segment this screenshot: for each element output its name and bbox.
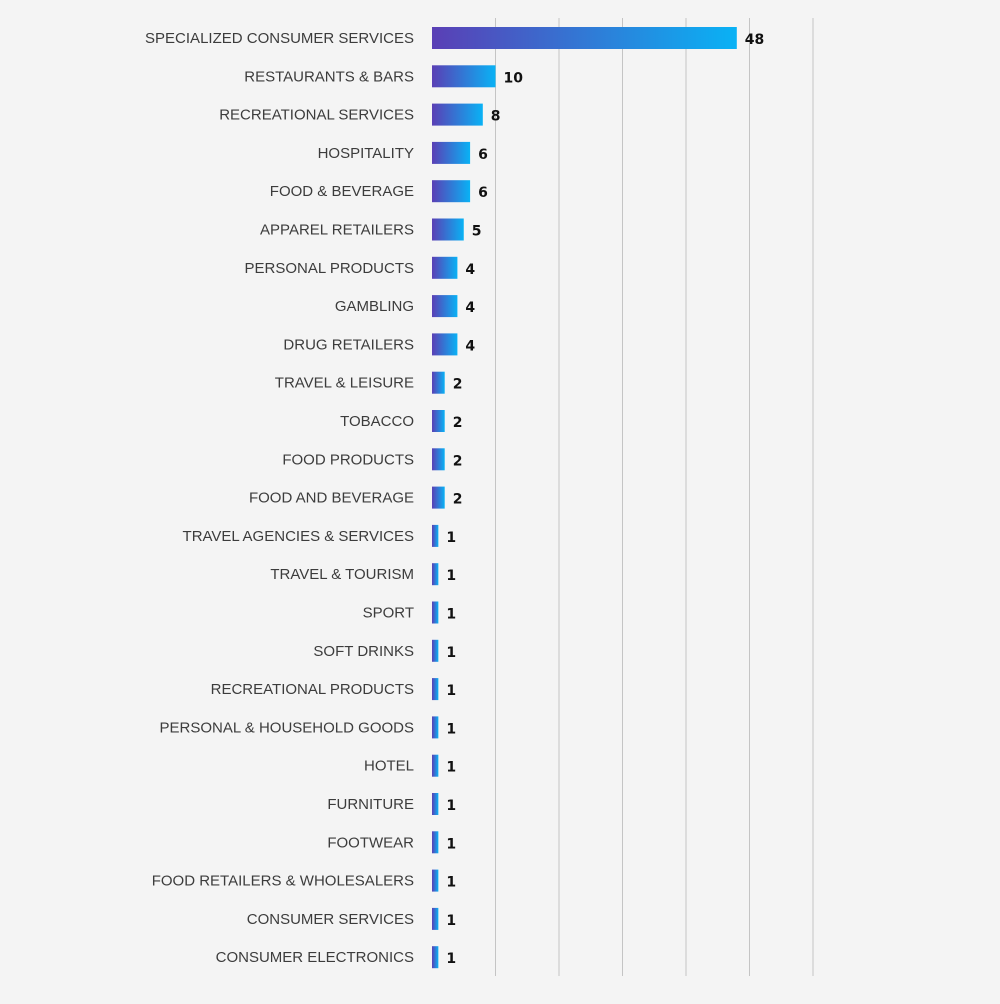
bar-5 xyxy=(432,180,471,203)
category-label: TRAVEL & LEISURE xyxy=(275,375,414,392)
category-label: FOOD AND BEVERAGE xyxy=(249,490,414,507)
value-label: 1 xyxy=(446,836,456,852)
category-label: HOTEL xyxy=(364,758,414,775)
value-label: 2 xyxy=(453,415,463,431)
bar-17 xyxy=(432,639,439,662)
category-label: SPORT xyxy=(363,605,414,622)
value-label: 1 xyxy=(446,913,456,929)
category-label: FURNITURE xyxy=(327,796,414,813)
category-label: FOOD & BEVERAGE xyxy=(270,183,414,200)
value-label: 2 xyxy=(453,492,463,508)
bar-23 xyxy=(432,869,439,892)
category-label: APPAREL RETAILERS xyxy=(260,222,414,239)
value-label: 4 xyxy=(465,262,475,278)
value-label: 1 xyxy=(446,530,456,546)
bar-7 xyxy=(432,256,458,279)
bar-15 xyxy=(432,563,439,586)
bars xyxy=(432,27,737,969)
bar-24 xyxy=(432,907,439,930)
value-label: 8 xyxy=(491,109,501,125)
value-label: 1 xyxy=(446,568,456,584)
category-labels: SPECIALIZED CONSUMER SERVICES RESTAURANTS… xyxy=(145,30,414,966)
grid-lines xyxy=(495,18,814,976)
category-label: RECREATIONAL SERVICES xyxy=(219,107,414,124)
value-label: 1 xyxy=(446,645,456,661)
bar-16 xyxy=(432,601,439,624)
category-label: RESTAURANTS & BARS xyxy=(244,68,414,85)
bar-18 xyxy=(432,678,439,701)
value-label: 1 xyxy=(446,721,456,737)
category-label: CONSUMER SERVICES xyxy=(247,911,414,928)
value-label: 1 xyxy=(446,607,456,623)
bar-8 xyxy=(432,295,458,318)
category-label: SOFT DRINKS xyxy=(313,643,414,660)
bar-3 xyxy=(432,103,483,126)
bar-1 xyxy=(432,27,737,49)
bar-19 xyxy=(432,716,439,739)
bar-2 xyxy=(432,65,496,88)
category-label: HOSPITALITY xyxy=(318,145,414,162)
category-label: TRAVEL & TOURISM xyxy=(270,566,414,583)
category-label: GAMBLING xyxy=(335,298,414,315)
bar-10 xyxy=(432,371,445,394)
value-label: 1 xyxy=(446,683,456,699)
value-label: 1 xyxy=(446,798,456,814)
bar-22 xyxy=(432,831,439,854)
category-label: TRAVEL AGENCIES & SERVICES xyxy=(183,528,414,545)
value-label: 2 xyxy=(453,377,463,393)
bar-12 xyxy=(432,448,445,471)
bar-14 xyxy=(432,524,439,547)
bar-4 xyxy=(432,141,471,164)
category-label: FOOTWEAR xyxy=(327,834,414,851)
category-label: TOBACCO xyxy=(340,413,414,430)
value-label: 1 xyxy=(446,875,456,891)
value-label: 10 xyxy=(504,70,524,86)
category-label: PERSONAL PRODUCTS xyxy=(245,260,414,277)
bar-11 xyxy=(432,410,445,432)
category-label: DRUG RETAILERS xyxy=(283,336,414,353)
bar-21 xyxy=(432,793,439,815)
category-label: SPECIALIZED CONSUMER SERVICES xyxy=(145,30,414,47)
value-label: 6 xyxy=(478,185,488,201)
category-label: RECREATIONAL PRODUCTS xyxy=(211,681,414,698)
value-label: 5 xyxy=(472,224,482,240)
category-label: CONSUMER ELECTRONICS xyxy=(216,949,414,966)
value-label: 4 xyxy=(465,300,475,316)
value-label: 1 xyxy=(446,760,456,776)
category-label: FOOD PRODUCTS xyxy=(282,451,414,468)
bar-25 xyxy=(432,946,439,969)
value-label: 4 xyxy=(465,338,475,354)
bar-13 xyxy=(432,486,445,509)
bar-6 xyxy=(432,218,464,241)
bar-20 xyxy=(432,754,439,777)
value-label: 2 xyxy=(453,453,463,469)
value-label: 1 xyxy=(446,951,456,967)
bar-9 xyxy=(432,333,458,356)
category-label: FOOD RETAILERS & WHOLESALERS xyxy=(152,873,414,890)
value-label: 48 xyxy=(745,32,764,48)
value-label: 6 xyxy=(478,147,488,163)
category-label: PERSONAL & HOUSEHOLD GOODS xyxy=(159,719,414,736)
data-labels: 48 10 8 6 6 5 4 4 4 2 2 2 2 1 1 1 1 1 1 1 1 1 1 1 1 xyxy=(446,32,764,967)
